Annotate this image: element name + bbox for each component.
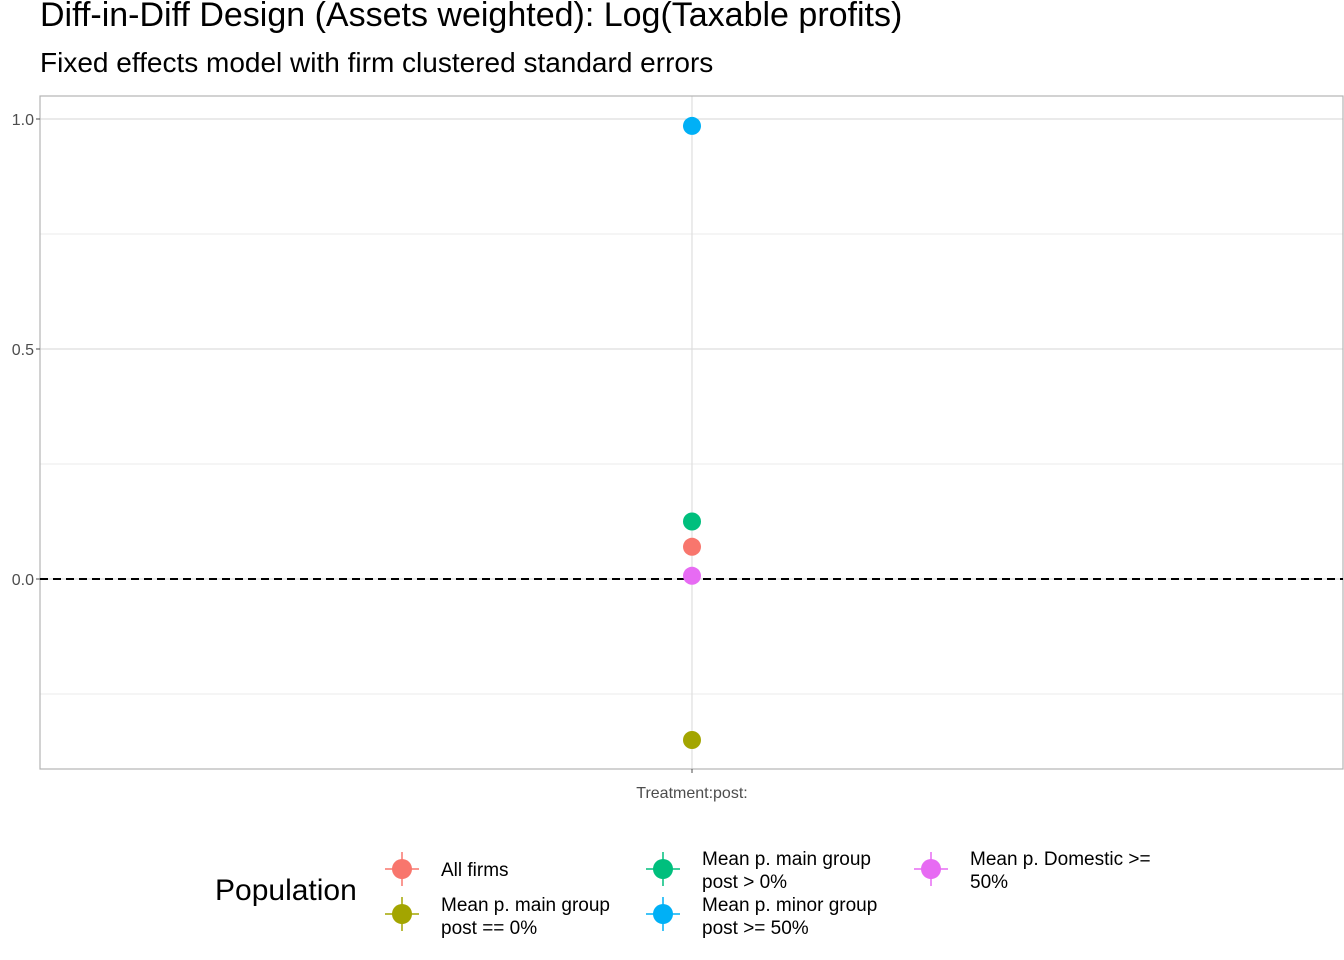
legend-label-minor-group: Mean p. minor group post >= 50%: [702, 895, 878, 939]
legend-key-mean-p-minor-group-post-50: [653, 904, 673, 924]
x-tick-label: Treatment:post:: [636, 785, 747, 802]
point-mean-p-minor-group-post-50: [683, 116, 701, 135]
chart-title: Diff-in-Diff Design (Assets weighted): L…: [40, 0, 903, 34]
legend-key-mean-p-main-group-post-0: [653, 859, 673, 879]
legend-label-domestic: Mean p. Domestic >= 50%: [970, 849, 1151, 893]
chart-subtitle: Fixed effects model with firm clustered …: [40, 47, 714, 78]
legend-title: Population: [215, 874, 357, 907]
legend-label-main-group-positive: Mean p. main group post > 0%: [702, 849, 871, 893]
y-tick-label: 0.5: [12, 342, 34, 359]
point-all-firms: [683, 537, 701, 556]
legend-key-mean-p-domestic-50: [921, 859, 941, 879]
y-tick-label: 0.0: [12, 572, 34, 589]
y-tick-label: 1.0: [12, 112, 34, 129]
legend-label-all-firms: All firms: [441, 860, 509, 881]
legend-label-main-group-zero: Mean p. main group post == 0%: [441, 895, 610, 939]
point-mean-p-main-group-post-0: [683, 731, 701, 749]
point-mean-p-main-group-post-0: [683, 512, 701, 531]
legend-key-mean-p-main-group-post-0: [392, 904, 412, 924]
legend-key-all-firms: [392, 859, 412, 879]
point-mean-p-domestic-50: [683, 566, 701, 585]
